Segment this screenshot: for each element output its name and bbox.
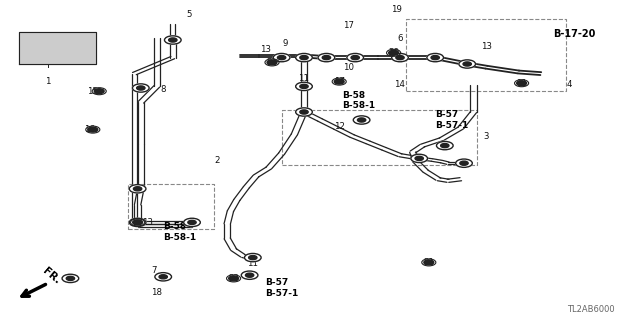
Text: 21: 21 [423, 258, 435, 267]
Circle shape [132, 220, 143, 225]
Circle shape [436, 141, 453, 150]
Text: 22: 22 [356, 116, 367, 124]
Text: 8: 8 [161, 85, 166, 94]
Circle shape [241, 271, 258, 279]
Circle shape [396, 56, 404, 60]
Text: 11: 11 [247, 260, 259, 268]
Circle shape [357, 118, 366, 122]
Text: B-57
B-57-1: B-57 B-57-1 [266, 278, 299, 298]
Circle shape [300, 56, 308, 60]
Circle shape [228, 276, 239, 281]
Circle shape [347, 53, 364, 62]
Circle shape [463, 62, 472, 66]
Circle shape [440, 143, 449, 148]
Circle shape [134, 220, 142, 225]
Circle shape [137, 86, 145, 90]
Text: 13: 13 [481, 42, 492, 51]
Circle shape [88, 127, 98, 132]
Text: 4: 4 [567, 80, 572, 89]
Text: 13: 13 [260, 45, 271, 54]
Circle shape [300, 84, 308, 89]
Text: FR.: FR. [40, 266, 61, 286]
Circle shape [155, 273, 172, 281]
Circle shape [244, 253, 261, 262]
Text: B-57
B-57-1: B-57 B-57-1 [435, 110, 468, 130]
Circle shape [132, 84, 149, 92]
Circle shape [424, 260, 434, 265]
Circle shape [164, 36, 181, 44]
Text: 13: 13 [141, 218, 153, 227]
Text: TL2AB6000: TL2AB6000 [567, 305, 614, 314]
Circle shape [459, 60, 476, 68]
Text: 18: 18 [151, 288, 163, 297]
Circle shape [188, 220, 196, 225]
Text: 20: 20 [388, 48, 399, 57]
Text: 7: 7 [151, 266, 156, 275]
Circle shape [460, 161, 468, 165]
Circle shape [300, 110, 308, 114]
Circle shape [184, 218, 200, 227]
Text: 12: 12 [439, 141, 451, 150]
Circle shape [427, 53, 444, 62]
Polygon shape [19, 32, 96, 64]
Circle shape [169, 38, 177, 42]
Bar [170, 37, 177, 40]
Circle shape [159, 275, 168, 279]
Text: B-58
B-58-1: B-58 B-58-1 [163, 222, 196, 242]
Circle shape [322, 56, 331, 60]
Text: 12: 12 [333, 122, 345, 131]
Circle shape [296, 53, 312, 62]
Circle shape [246, 273, 254, 277]
Circle shape [278, 56, 286, 60]
Circle shape [134, 187, 142, 191]
Circle shape [67, 276, 74, 280]
Text: 22: 22 [65, 276, 76, 284]
Circle shape [351, 56, 360, 60]
Text: 1: 1 [45, 77, 51, 86]
Text: 14: 14 [394, 80, 406, 89]
Circle shape [129, 218, 146, 227]
Circle shape [129, 185, 146, 193]
Text: 6: 6 [397, 34, 403, 43]
Text: 3: 3 [484, 132, 489, 140]
Circle shape [62, 274, 79, 283]
Circle shape [353, 116, 370, 124]
Circle shape [388, 50, 399, 55]
Text: 11: 11 [516, 79, 527, 88]
Text: 5: 5 [186, 10, 191, 19]
Text: 23: 23 [228, 274, 239, 283]
Circle shape [94, 89, 104, 94]
Text: 16: 16 [84, 125, 95, 134]
Circle shape [392, 53, 408, 62]
Circle shape [296, 108, 312, 116]
Text: B-17-20: B-17-20 [554, 28, 596, 39]
Circle shape [431, 56, 440, 60]
Circle shape [334, 79, 344, 84]
Circle shape [411, 154, 428, 163]
Text: 17: 17 [333, 77, 345, 86]
Text: 2: 2 [215, 156, 220, 164]
Text: B-58
B-58-1: B-58 B-58-1 [342, 91, 376, 110]
Circle shape [249, 255, 257, 260]
Text: 23: 23 [266, 58, 278, 67]
Circle shape [456, 159, 472, 167]
Text: 17: 17 [343, 21, 355, 30]
Circle shape [516, 81, 527, 86]
Text: 9: 9 [282, 39, 287, 48]
Circle shape [296, 82, 312, 91]
Text: 15: 15 [87, 87, 99, 96]
Circle shape [415, 156, 424, 161]
Text: 11: 11 [298, 74, 310, 83]
Circle shape [273, 53, 290, 62]
Text: 10: 10 [343, 63, 355, 72]
Circle shape [318, 53, 335, 62]
Circle shape [267, 60, 277, 65]
Text: 19: 19 [392, 5, 402, 14]
